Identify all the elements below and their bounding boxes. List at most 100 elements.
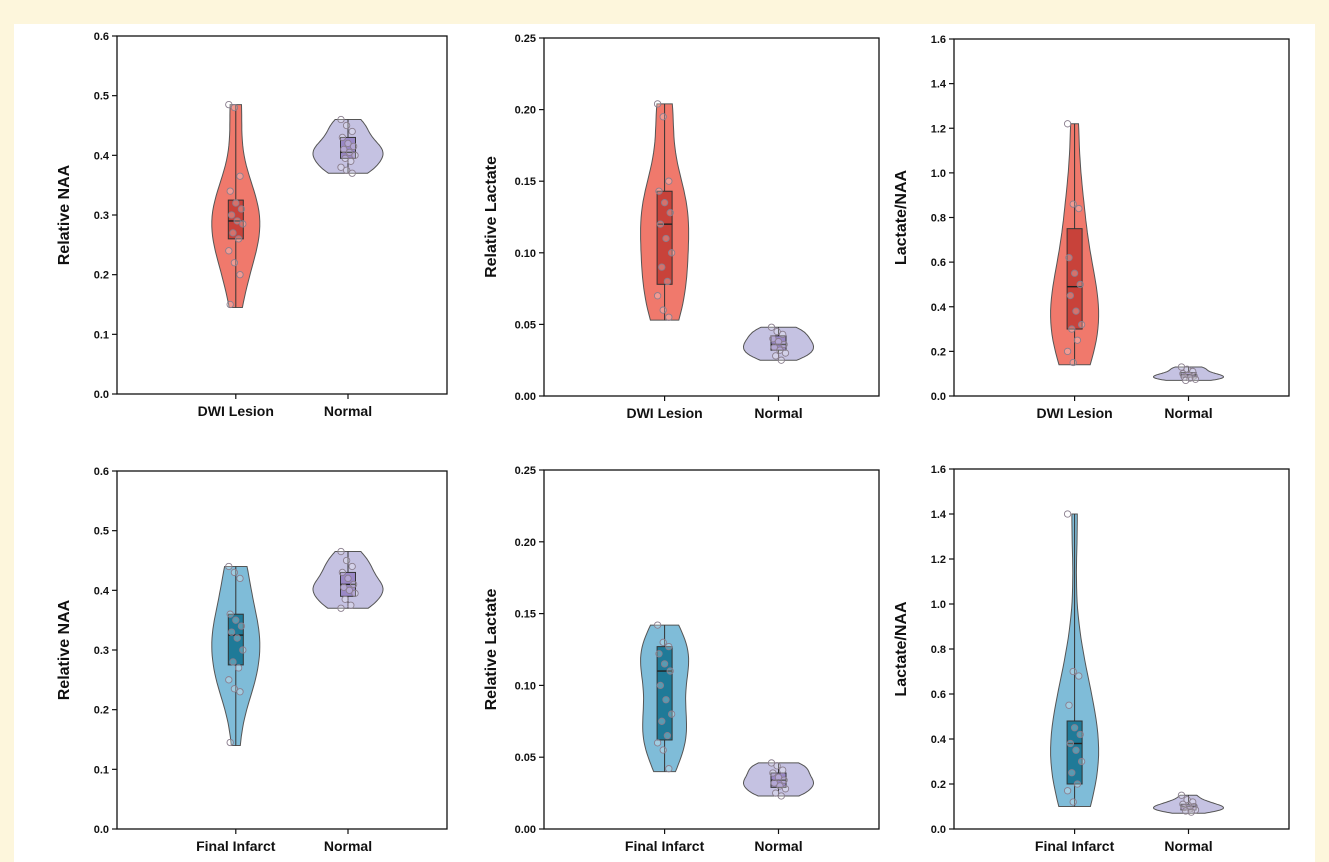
y-tick-label: 0.1 (94, 329, 109, 341)
data-point (663, 277, 672, 286)
data-point (780, 340, 788, 349)
data-point (1191, 375, 1200, 383)
y-tick-label: 0.6 (931, 257, 946, 269)
data-point (662, 696, 670, 704)
data-point (338, 568, 347, 577)
data-point (658, 263, 666, 271)
data-point (659, 306, 667, 314)
data-point (1072, 746, 1080, 754)
y-tick-label: 0.6 (931, 689, 946, 701)
iqr-box (227, 613, 244, 666)
y-tick-label: 0.00 (515, 391, 536, 403)
data-point (665, 642, 673, 651)
data-point (659, 746, 667, 754)
data-point (340, 145, 348, 154)
x-category-label: Final Infarct (196, 838, 276, 854)
data-point (351, 151, 359, 159)
data-point (770, 779, 778, 787)
data-point (776, 346, 784, 354)
data-point (348, 169, 356, 177)
data-point (1066, 739, 1075, 748)
data-point (774, 337, 783, 346)
data-point (337, 547, 345, 556)
data-point (781, 349, 790, 357)
data-point (1187, 808, 1195, 816)
data-point (226, 738, 234, 747)
data-point (665, 177, 673, 185)
data-point (233, 634, 241, 642)
x-category-label: Final Infarct (1035, 838, 1115, 854)
data-point (1069, 798, 1077, 806)
data-point (342, 121, 351, 130)
x-category-label: Normal (324, 403, 372, 419)
plot-frame (953, 468, 1290, 830)
data-point (1070, 269, 1079, 277)
iqr-box (656, 646, 673, 741)
y-tick-label: 1.6 (931, 464, 946, 476)
data-point (348, 127, 356, 136)
y-tick-label: 0.0 (931, 391, 946, 403)
data-point (337, 163, 345, 171)
y-tick-label: 0.2 (931, 346, 946, 358)
data-point (1191, 806, 1200, 814)
data-point (665, 313, 673, 321)
data-point (1063, 347, 1072, 356)
y-tick-label: 0.15 (515, 609, 536, 621)
data-point (653, 621, 662, 629)
plot-frame (543, 37, 880, 397)
y-tick-label: 0.25 (515, 33, 536, 45)
data-point (230, 103, 239, 112)
data-point (1063, 120, 1072, 128)
data-point (660, 199, 669, 207)
y-tick-label: 0.00 (515, 824, 536, 836)
data-point (1070, 724, 1079, 732)
y-tick-label: 0.4 (931, 734, 947, 746)
data-point (337, 604, 345, 612)
data-point (237, 622, 246, 630)
data-point (230, 568, 239, 577)
y-tick-label: 1.0 (931, 599, 946, 611)
data-point (767, 323, 776, 331)
y-axis-title: Lactate/NAA (893, 601, 910, 697)
y-tick-label: 0.2 (94, 270, 109, 282)
y-tick-label: 0.5 (94, 91, 109, 103)
y-tick-label: 0.4 (94, 585, 110, 597)
data-point (1072, 307, 1080, 315)
data-point (774, 773, 783, 781)
data-point (1077, 757, 1086, 766)
y-axis-title: Lactate/NAA (893, 169, 910, 265)
data-point (234, 664, 243, 672)
data-point (236, 172, 244, 180)
data-point (773, 762, 781, 770)
chart-panel-3: 0.0 0.2 0.4 0.6 0.8 1.0 1.2 1.4 1.6 Lactate/NAA DW… (893, 34, 1290, 421)
data-point (655, 187, 663, 195)
data-point (236, 688, 244, 696)
data-point (667, 249, 676, 257)
y-axis-title: Relative Lactate (483, 588, 500, 710)
data-point (229, 229, 237, 237)
y-tick-label: 1.2 (931, 554, 946, 566)
data-point (1065, 701, 1073, 709)
data-point (779, 330, 787, 339)
x-category-label: Normal (1164, 405, 1212, 421)
y-tick-label: 0.6 (94, 31, 109, 43)
data-point (225, 676, 233, 684)
data-point (1066, 291, 1075, 300)
data-point (340, 583, 348, 591)
y-tick-label: 1.2 (931, 123, 946, 135)
data-point (655, 650, 663, 658)
data-point (239, 646, 247, 654)
data-point (351, 589, 359, 597)
plot-frame (116, 35, 448, 395)
x-category-label: DWI Lesion (198, 403, 274, 419)
data-point (345, 586, 354, 594)
y-tick-label: 0.25 (515, 465, 536, 477)
y-axis-title: Relative NAA (56, 164, 73, 265)
data-point (666, 667, 674, 675)
data-point (1065, 254, 1073, 262)
y-tick-label: 0.20 (515, 537, 536, 549)
y-tick-label: 1.0 (931, 168, 946, 180)
data-point (773, 327, 781, 336)
data-point (1068, 325, 1076, 333)
x-category-label: Normal (754, 405, 802, 421)
